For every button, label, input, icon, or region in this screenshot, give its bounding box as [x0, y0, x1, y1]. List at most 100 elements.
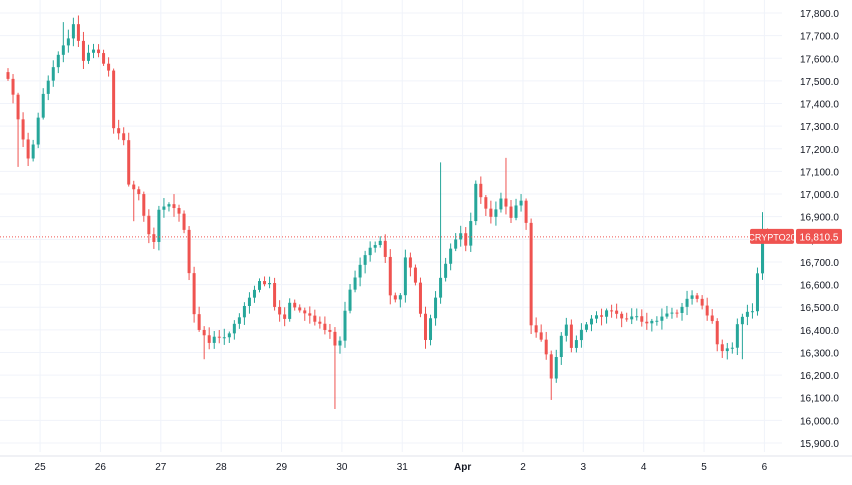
- candle-up: [494, 201, 498, 226]
- candle-body: [102, 53, 106, 64]
- candle-up: [258, 278, 261, 293]
- candle-body: [685, 298, 689, 307]
- candle-down: [720, 339, 724, 358]
- candle-down: [107, 57, 111, 77]
- x-tick-label: 31: [397, 462, 409, 473]
- candle-body: [122, 133, 126, 141]
- candle-down: [600, 308, 604, 326]
- candle-down: [152, 227, 156, 249]
- candle-down: [544, 331, 548, 360]
- candle-down: [147, 209, 151, 244]
- candle-up: [725, 342, 729, 360]
- candle-body: [403, 257, 407, 296]
- candle-body: [524, 200, 528, 223]
- candle-up: [690, 290, 694, 305]
- candle-up: [444, 257, 448, 282]
- candle-body: [142, 194, 146, 216]
- candle-down: [21, 112, 25, 148]
- candle-down: [423, 306, 427, 349]
- y-tick-label: 17,000.0: [800, 190, 839, 201]
- candle-body: [66, 38, 70, 46]
- candle-up: [353, 270, 357, 293]
- price-axis[interactable]: 15,900.0 16,000.0 16,100.0 16,200.0 16,300.0…: [800, 9, 839, 450]
- x-tick-label: 26: [95, 462, 107, 473]
- candle-body: [97, 49, 101, 54]
- candle-up: [750, 303, 754, 319]
- candle-body: [600, 315, 604, 317]
- candle-body: [313, 315, 317, 322]
- candle-body: [675, 312, 679, 314]
- candle-up: [247, 292, 251, 314]
- candle-body: [107, 63, 111, 71]
- y-tick-label: 17,600.0: [800, 54, 839, 65]
- candle-up: [429, 314, 433, 346]
- candle-up: [162, 198, 166, 218]
- candle-down: [16, 92, 20, 167]
- candle-down: [620, 311, 624, 328]
- candle-body: [232, 323, 236, 334]
- candle-body: [51, 67, 55, 81]
- candle-body: [484, 197, 488, 209]
- candle-up: [650, 318, 654, 332]
- time-axis[interactable]: 25 26 27 28 29 30 31 Apr 2 3 4 5 6: [0, 455, 852, 473]
- candle-down: [278, 300, 282, 322]
- candle-body: [740, 316, 744, 325]
- candle-body: [36, 117, 40, 145]
- candle-body: [584, 324, 588, 330]
- candle-body: [700, 298, 704, 306]
- x-tick-label: 6: [762, 462, 768, 473]
- candle-down: [328, 323, 332, 339]
- candle-body: [202, 329, 206, 336]
- candle-down: [625, 312, 629, 322]
- candle-down: [640, 309, 644, 327]
- candle-body: [46, 80, 50, 94]
- candle-body: [86, 52, 90, 61]
- y-tick-label: 17,100.0: [800, 167, 839, 178]
- candle-body: [705, 305, 709, 316]
- candle-body: [182, 213, 186, 230]
- candle-body: [413, 267, 417, 283]
- candle-body: [318, 321, 322, 324]
- candle-up: [514, 198, 518, 221]
- candle-up: [268, 276, 272, 289]
- last-price-badge-bg: [796, 228, 842, 244]
- candle-body: [56, 54, 60, 68]
- candle-body: [630, 316, 634, 320]
- candle-body: [625, 318, 629, 320]
- candle-body: [660, 316, 664, 321]
- candle-down: [504, 157, 508, 215]
- x-tick-label: 2: [520, 462, 526, 473]
- candle-up: [740, 313, 744, 360]
- candle-series: [6, 15, 770, 410]
- candle-body: [172, 204, 176, 209]
- candle-down: [112, 68, 116, 134]
- candle-body: [81, 40, 85, 61]
- y-tick-label: 16,500.0: [800, 303, 839, 314]
- y-tick-label: 15,900.0: [800, 439, 839, 450]
- candle-body: [157, 209, 161, 242]
- candle-body: [569, 324, 573, 348]
- candle-body: [710, 315, 714, 322]
- y-tick-label: 16,400.0: [800, 326, 839, 337]
- candle-up: [167, 202, 171, 212]
- candle-body: [695, 295, 699, 299]
- candle-body: [323, 323, 327, 330]
- candle-up: [92, 43, 96, 59]
- candle-up: [66, 29, 70, 53]
- candle-body: [127, 140, 131, 185]
- candle-down: [318, 316, 322, 329]
- candle-up: [459, 225, 463, 247]
- candle-down: [81, 31, 85, 69]
- candle-up: [559, 332, 563, 365]
- candle-down: [313, 309, 317, 326]
- candle-body: [278, 306, 282, 315]
- candle-body: [474, 183, 478, 222]
- candle-up: [564, 317, 568, 342]
- candle-down: [695, 292, 699, 303]
- candle-down: [97, 44, 101, 58]
- candle-body: [117, 128, 121, 134]
- candle-body: [589, 318, 593, 325]
- candle-down: [202, 326, 206, 360]
- candle-body: [595, 315, 599, 319]
